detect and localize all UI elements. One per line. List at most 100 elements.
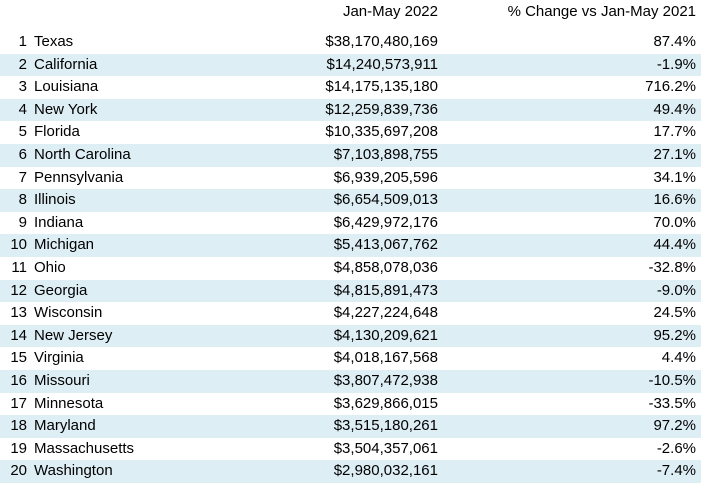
row-state-name: North Carolina <box>34 145 131 163</box>
row-value: $3,504,357,061 <box>333 439 438 457</box>
row-percent-change: 49.4% <box>653 100 696 118</box>
column-header-change: % Change vs Jan-May 2021 <box>507 3 696 20</box>
row-value: $3,629,866,015 <box>333 394 438 412</box>
row-rank: 20 <box>10 462 27 480</box>
row-percent-change: 34.1% <box>653 168 696 186</box>
row-value: $3,807,472,938 <box>333 371 438 389</box>
row-state-name: Michigan <box>34 236 95 254</box>
row-state-name: Pennsylvania <box>34 168 124 186</box>
row-value: $14,240,573,911 <box>326 55 439 73</box>
row-value: $4,815,891,473 <box>333 281 438 299</box>
row-state-name: Washington <box>34 462 113 480</box>
row-rank: 18 <box>10 417 27 435</box>
row-value: $2,980,032,161 <box>333 462 438 480</box>
row-percent-change: -33.5% <box>648 394 696 412</box>
table-row: 8 Illinois $6,654,509,013 16.6% <box>0 189 701 212</box>
row-state-name: Georgia <box>34 281 88 299</box>
table-row: 16 Missouri $3,807,472,938 -10.5% <box>0 369 701 393</box>
row-percent-change: 95.2% <box>653 326 696 344</box>
row-value: $4,227,224,648 <box>333 304 438 322</box>
row-rank: 13 <box>10 304 27 322</box>
table-row: 1 Texas $38,170,480,169 87.4% <box>0 31 701 54</box>
row-rank: 3 <box>18 78 27 96</box>
row-state-name: New York <box>34 100 98 118</box>
row-rank: 10 <box>10 236 27 254</box>
row-value: $6,429,972,176 <box>333 213 438 231</box>
row-percent-change: -32.8% <box>648 258 696 276</box>
row-state-name: Illinois <box>34 191 76 209</box>
row-percent-change: 44.4% <box>653 236 696 254</box>
row-state-name: Minnesota <box>34 394 104 412</box>
row-percent-change: -1.9% <box>656 55 696 73</box>
row-percent-change: 27.1% <box>653 145 696 163</box>
row-rank: 2 <box>18 55 27 73</box>
table-row: 19 Massachusetts $3,504,357,061 -2.6% <box>0 438 701 461</box>
row-percent-change: -2.6% <box>656 439 696 457</box>
row-state-name: Indiana <box>34 213 84 231</box>
table-row: 4 New York $12,259,839,736 49.4% <box>0 98 701 122</box>
row-rank: 7 <box>18 168 27 186</box>
row-percent-change: 97.2% <box>653 417 696 435</box>
column-header-value: Jan-May 2022 <box>342 3 438 20</box>
row-percent-change: 716.2% <box>645 78 696 96</box>
table-row: 14 New Jersey $4,130,209,621 95.2% <box>0 324 701 348</box>
table-row: 3 Louisiana $14,175,135,180 716.2% <box>0 76 701 99</box>
row-percent-change: -10.5% <box>648 371 696 389</box>
table-row: 7 Pennsylvania $6,939,205,596 34.1% <box>0 167 701 190</box>
table-row: 12 Georgia $4,815,891,473 -9.0% <box>0 279 701 303</box>
table-row: 9 Indiana $6,429,972,176 70.0% <box>0 212 701 235</box>
table-header: Jan-May 2022 % Change vs Jan-May 2021 <box>0 0 701 30</box>
row-state-name: Louisiana <box>34 78 99 96</box>
table-row: 2 California $14,240,573,911 -1.9% <box>0 53 701 77</box>
table-row: 15 Virginia $4,018,167,568 4.4% <box>0 347 701 370</box>
table-row: 20 Washington $2,980,032,161 -7.4% <box>0 460 701 483</box>
row-state-name: Maryland <box>34 417 96 435</box>
row-value: $4,018,167,568 <box>333 349 438 367</box>
row-value: $14,175,135,180 <box>325 78 438 96</box>
row-rank: 17 <box>10 394 27 412</box>
row-rank: 19 <box>10 439 27 457</box>
row-value: $6,654,509,013 <box>333 191 438 209</box>
row-rank: 16 <box>10 371 27 389</box>
row-state-name: Massachusetts <box>34 439 135 457</box>
row-value: $10,335,697,208 <box>325 123 438 141</box>
row-rank: 6 <box>18 145 27 163</box>
row-percent-change: -7.4% <box>656 462 696 480</box>
row-state-name: Florida <box>34 123 80 141</box>
row-value: $12,259,839,736 <box>325 100 438 118</box>
row-state-name: Wisconsin <box>34 304 103 322</box>
row-percent-change: 16.6% <box>653 191 696 209</box>
row-rank: 1 <box>18 33 27 50</box>
row-rank: 8 <box>18 191 27 209</box>
row-percent-change: 24.5% <box>653 304 696 322</box>
row-value: $38,170,480,169 <box>325 33 438 50</box>
row-rank: 15 <box>10 349 27 367</box>
table-body: 1 Texas $38,170,480,169 87.4% 2 California $14… <box>0 31 701 483</box>
row-state-name: California <box>34 55 98 73</box>
row-state-name: Texas <box>34 33 74 50</box>
row-state-name: Missouri <box>34 371 90 389</box>
row-percent-change: 87.4% <box>653 33 696 50</box>
table-row: 5 Florida $10,335,697,208 17.7% <box>0 121 701 144</box>
row-rank: 9 <box>18 213 27 231</box>
row-state-name: Virginia <box>34 349 84 367</box>
table-row: 17 Minnesota $3,629,866,015 -33.5% <box>0 393 701 416</box>
row-state-name: New Jersey <box>34 326 113 344</box>
row-rank: 5 <box>18 123 27 141</box>
table-row: 18 Maryland $3,515,180,261 97.2% <box>0 415 701 438</box>
row-value: $6,939,205,596 <box>333 168 438 186</box>
row-value: $4,130,209,621 <box>333 326 438 344</box>
row-percent-change: 70.0% <box>653 213 696 231</box>
table-row: 13 Wisconsin $4,227,224,648 24.5% <box>0 302 701 325</box>
row-percent-change: 4.4% <box>661 349 696 367</box>
row-state-name: Ohio <box>34 258 66 276</box>
row-value: $7,103,898,755 <box>333 145 438 163</box>
row-rank: 12 <box>10 281 27 299</box>
row-percent-change: 17.7% <box>653 123 696 141</box>
row-value: $4,858,078,036 <box>333 258 438 276</box>
table-row: 11 Ohio $4,858,078,036 -32.8% <box>0 257 701 280</box>
row-percent-change: -9.0% <box>656 281 696 299</box>
row-value: $5,413,067,762 <box>333 236 438 254</box>
table-row: 10 Michigan $5,413,067,762 44.4% <box>0 234 701 257</box>
